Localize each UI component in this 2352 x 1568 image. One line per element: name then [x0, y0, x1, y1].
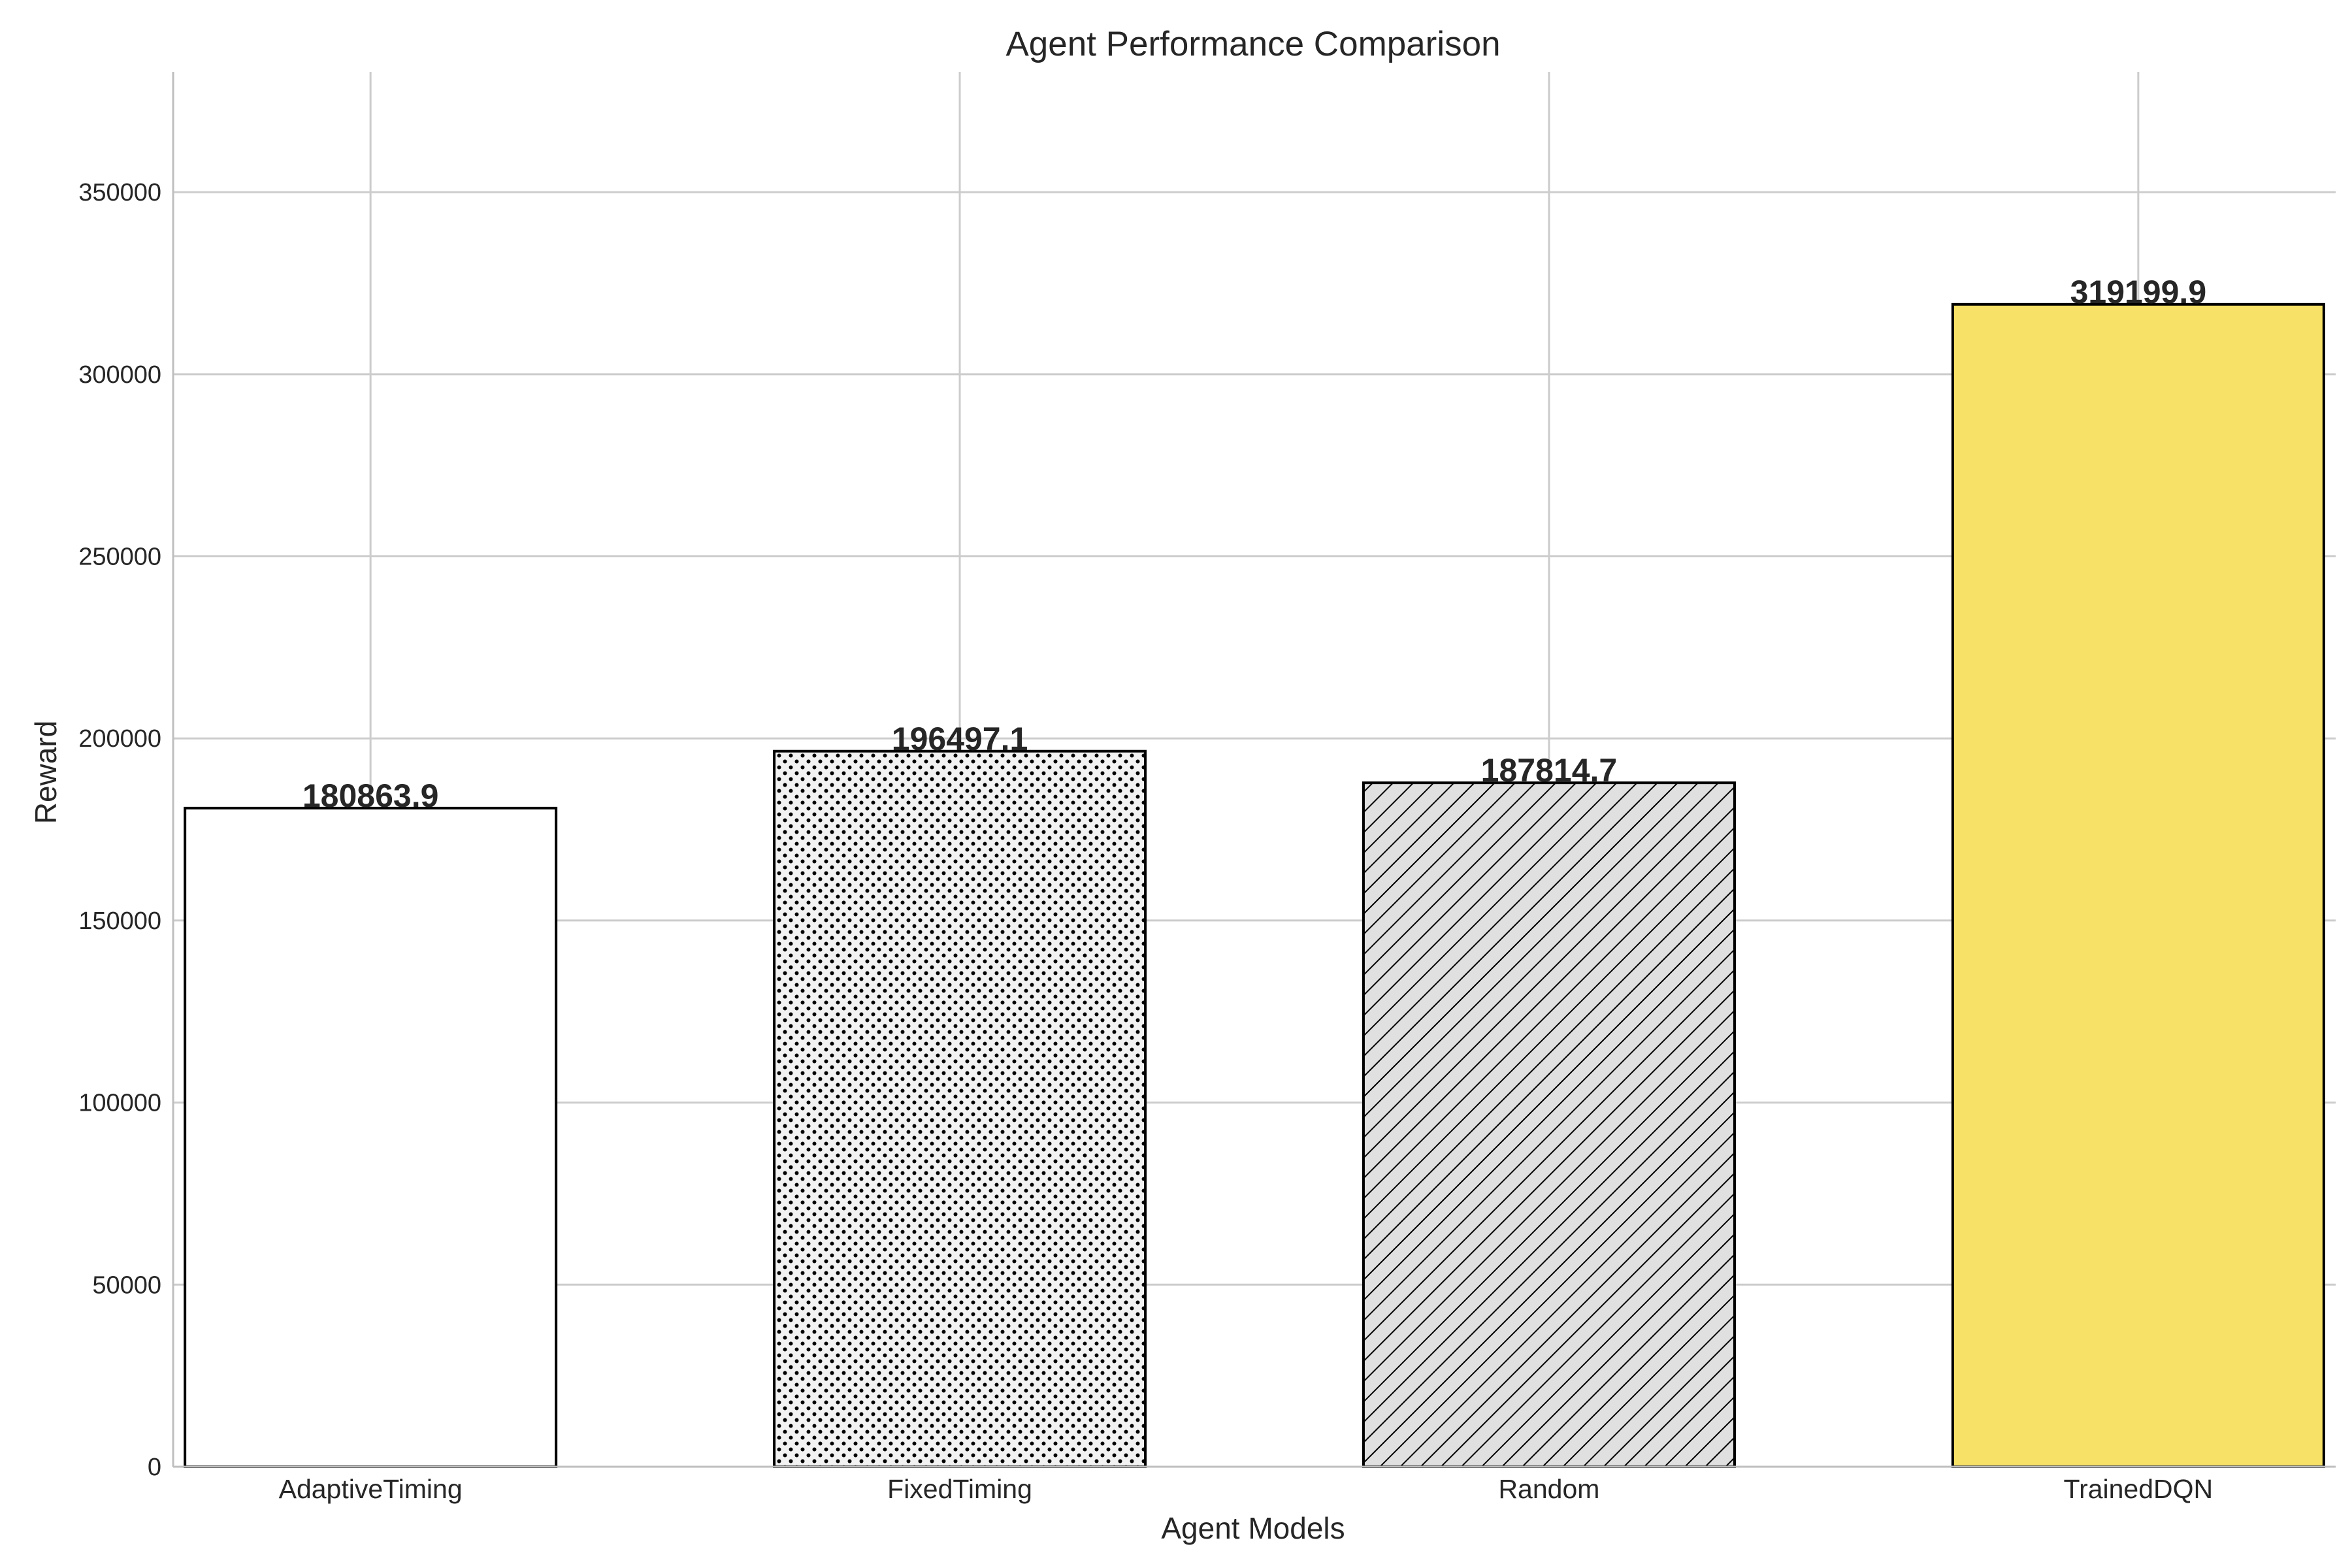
y-tick-label: 50000: [92, 1271, 161, 1299]
bars: [184, 302, 2325, 1469]
data-label: 196497.1: [892, 721, 1028, 757]
data-label: 319199.9: [2070, 274, 2207, 310]
y-tick-labels: 0 50000 100000 150000 200000 250000 300000 3500…: [78, 179, 161, 1481]
bar-fixedtiming: [773, 749, 1147, 1468]
x-tick-label: Random: [1498, 1474, 1599, 1504]
chart-title: Agent Performance Comparison: [1005, 25, 1500, 63]
x-gridlines: [369, 72, 2140, 1467]
y-axis-label: Reward: [29, 721, 63, 825]
data-label: 187814.7: [1481, 752, 1618, 789]
x-axis-label: Agent Models: [1161, 1511, 1345, 1545]
bar-adaptivetiming: [184, 806, 558, 1468]
y-tick-label: 350000: [78, 179, 161, 206]
bar-traineddqn: [1951, 302, 2325, 1469]
x-tick-label: FixedTiming: [887, 1474, 1032, 1504]
y-tick-label: 250000: [78, 544, 161, 571]
bar-random: [1362, 781, 1736, 1468]
y-tick-label: 200000: [78, 725, 161, 753]
data-label: 180863.9: [302, 777, 439, 814]
y-tick-label: 150000: [78, 907, 161, 935]
y-tick-label: 300000: [78, 361, 161, 389]
axes: [172, 72, 2336, 1468]
data-labels: 180863.9 196497.1 187814.7 319199.9: [302, 274, 2206, 814]
y-tick-label: 0: [148, 1454, 161, 1481]
x-tick-label: TrainedDQN: [2064, 1474, 2213, 1504]
y-tick-label: 100000: [78, 1090, 161, 1117]
x-tick-label: AdaptiveTiming: [279, 1474, 463, 1504]
x-tick-labels: AdaptiveTiming FixedTiming Random TrainedDQ…: [279, 1474, 2213, 1504]
